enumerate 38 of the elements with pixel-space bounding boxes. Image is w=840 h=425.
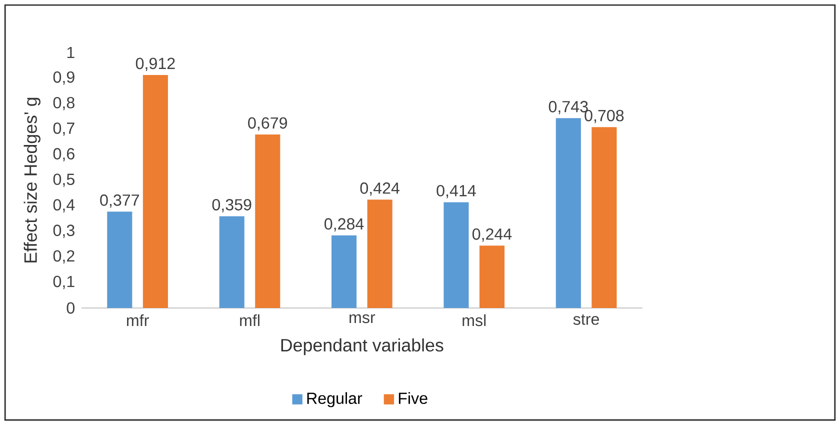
x-tick-label: mfr [126, 314, 149, 326]
y-tick-label: 1 [67, 46, 74, 58]
legend-label: Five [398, 392, 428, 404]
data-label: 0,912 [136, 58, 175, 72]
bar [479, 246, 505, 308]
x-tick-label: stre [573, 314, 600, 325]
y-tick-label: 0,8 [53, 96, 74, 110]
bar [332, 235, 357, 308]
bar [219, 216, 244, 308]
y-tick-label: 0,6 [53, 148, 74, 162]
bar [592, 127, 617, 308]
bar [255, 134, 280, 308]
data-label: 0,424 [360, 182, 400, 196]
y-axis-title: Effect size Hedges' g [24, 98, 40, 262]
legend-label: Regular [307, 392, 362, 408]
x-tick-label: msr [350, 314, 376, 324]
y-tick-label: 0,7 [53, 122, 74, 136]
y-tick-label: 0,2 [53, 250, 74, 264]
y-tick-label: 0,5 [53, 174, 74, 187]
data-label: 0,679 [248, 117, 288, 131]
bar [367, 200, 392, 308]
x-axis-title: Dependant variables [281, 338, 444, 356]
data-label: 0,284 [324, 218, 364, 232]
y-tick-label: 0,3 [53, 224, 74, 238]
x-tick-label: mfl [240, 314, 260, 326]
bar [107, 212, 132, 308]
data-label: 0,377 [100, 194, 139, 208]
bar [556, 118, 581, 308]
y-tick-label: 0,4 [53, 199, 75, 212]
bar [444, 202, 469, 308]
y-tick-label: 0 [66, 302, 75, 314]
x-tick-label: msl [462, 314, 486, 326]
bar [142, 74, 168, 308]
data-label: 0,414 [436, 184, 476, 198]
y-tick-label: 0,1 [53, 276, 74, 290]
data-label: 0,359 [212, 198, 252, 212]
data-label: 0,244 [472, 228, 512, 242]
y-tick-label: 0,9 [53, 71, 74, 85]
